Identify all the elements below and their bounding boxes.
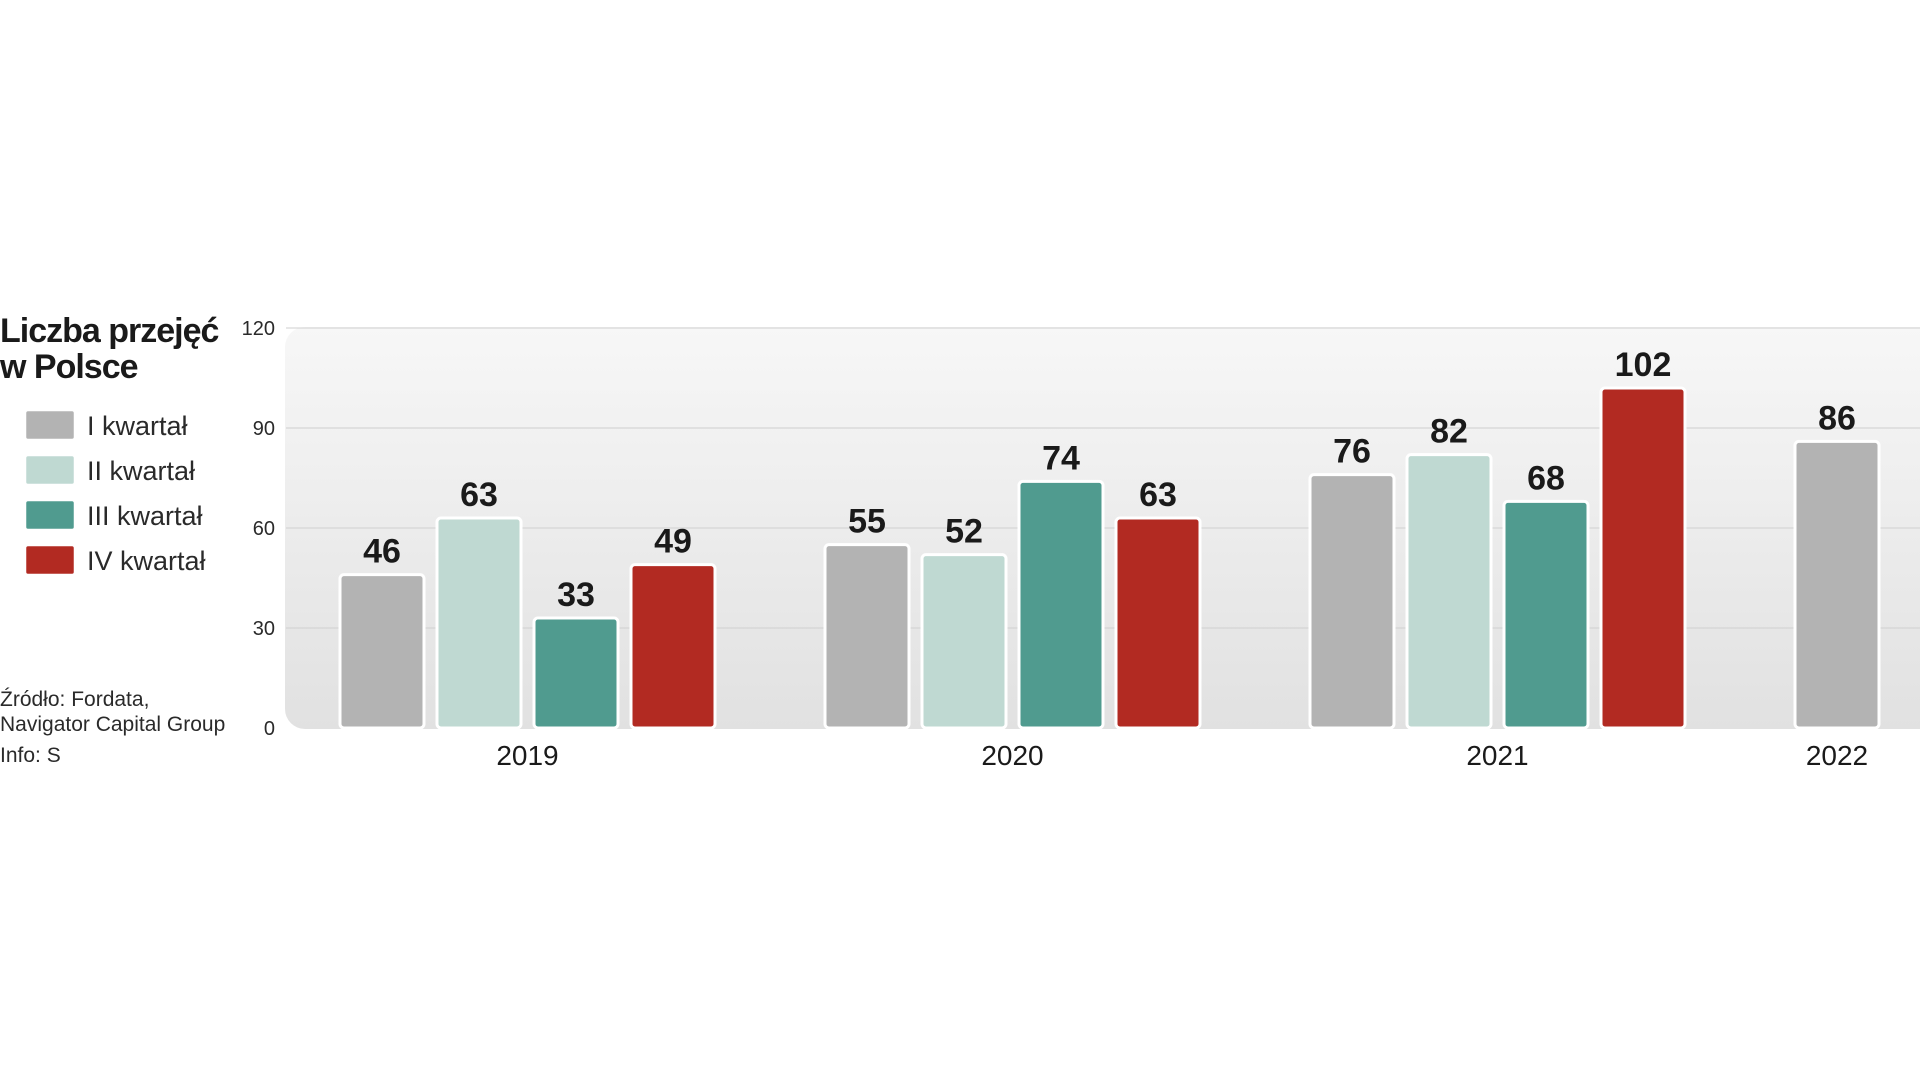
legend-swatch-1: [23, 408, 77, 442]
bar-2021-1: [1308, 473, 1396, 730]
x-label-2021: 2021: [1466, 740, 1528, 771]
bar-2020-1: [823, 543, 911, 730]
source-line-3: Info: S: [0, 744, 61, 767]
legend-swatch-4: [23, 543, 77, 577]
y-tick-label-0: 0: [264, 718, 275, 740]
bars: [338, 386, 1881, 730]
data-label-2021-2: 82: [1430, 413, 1468, 451]
bar-2019-2: [435, 516, 523, 730]
x-label-2019: 2019: [496, 740, 558, 771]
data-label-2019-2: 63: [460, 476, 498, 514]
data-label-2020-3: 74: [1042, 439, 1080, 477]
bar-2020-2: [920, 553, 1008, 730]
y-tick-label-60: 60: [253, 518, 275, 540]
chart-title-line-2-text: w Polsce: [0, 348, 138, 386]
x-axis-labels: 2019 2020 2021 2022: [496, 740, 1868, 771]
bar-2021-3: [1502, 499, 1590, 730]
legend-label-4: IV kwartał: [87, 546, 206, 576]
chart-title-line-1: Liczba przejęć: [0, 312, 219, 350]
legend-label-1: I kwartał: [87, 411, 188, 441]
data-label-2019-4: 49: [654, 523, 692, 561]
y-tick-label-30: 30: [253, 618, 275, 640]
data-label-2021-3: 68: [1527, 459, 1565, 497]
legend: I kwartał II kwartał III kwartał IV kwartał: [23, 408, 206, 577]
chart-title-line-2: w Polsce: [0, 348, 138, 386]
bar-2020-3: [1017, 479, 1105, 730]
legend-label-3: III kwartał: [87, 501, 203, 531]
data-label-2020-1: 55: [848, 503, 886, 541]
source-line-1: Źródło: Fordata,: [0, 688, 149, 711]
source-line-2: Navigator Capital Group: [0, 713, 225, 736]
data-labels: 46 63 33 49 55 52 74 63 76 82 68 102 86: [363, 346, 1856, 614]
chart-title: Liczba przejęć: [0, 312, 219, 350]
legend-swatch-3: [23, 498, 77, 532]
data-label-2022-1: 86: [1818, 399, 1856, 437]
legend-swatch-2: [23, 453, 77, 487]
data-label-2019-1: 46: [363, 533, 401, 571]
y-tick-label-120: 120: [242, 318, 275, 340]
y-axis-ticks: 0 30 60 90 120: [242, 318, 275, 740]
data-label-2019-3: 33: [557, 576, 595, 614]
data-label-2020-2: 52: [945, 513, 983, 551]
data-label-2021-4: 102: [1615, 346, 1672, 384]
bar-2019-3: [532, 616, 620, 730]
x-label-2020: 2020: [981, 740, 1043, 771]
data-label-2021-1: 76: [1333, 433, 1371, 471]
legend-label-2: II kwartał: [87, 456, 195, 486]
bar-2019-1: [338, 573, 426, 730]
bar-2020-4: [1114, 516, 1202, 730]
bar-2021-2: [1405, 453, 1493, 730]
x-label-2022: 2022: [1806, 740, 1868, 771]
bar-2019-4: [629, 563, 717, 730]
bar-2021-4: [1599, 386, 1687, 730]
bar-2022-1: [1793, 439, 1881, 730]
data-label-2020-4: 63: [1139, 476, 1177, 514]
y-tick-label-90: 90: [253, 418, 275, 440]
